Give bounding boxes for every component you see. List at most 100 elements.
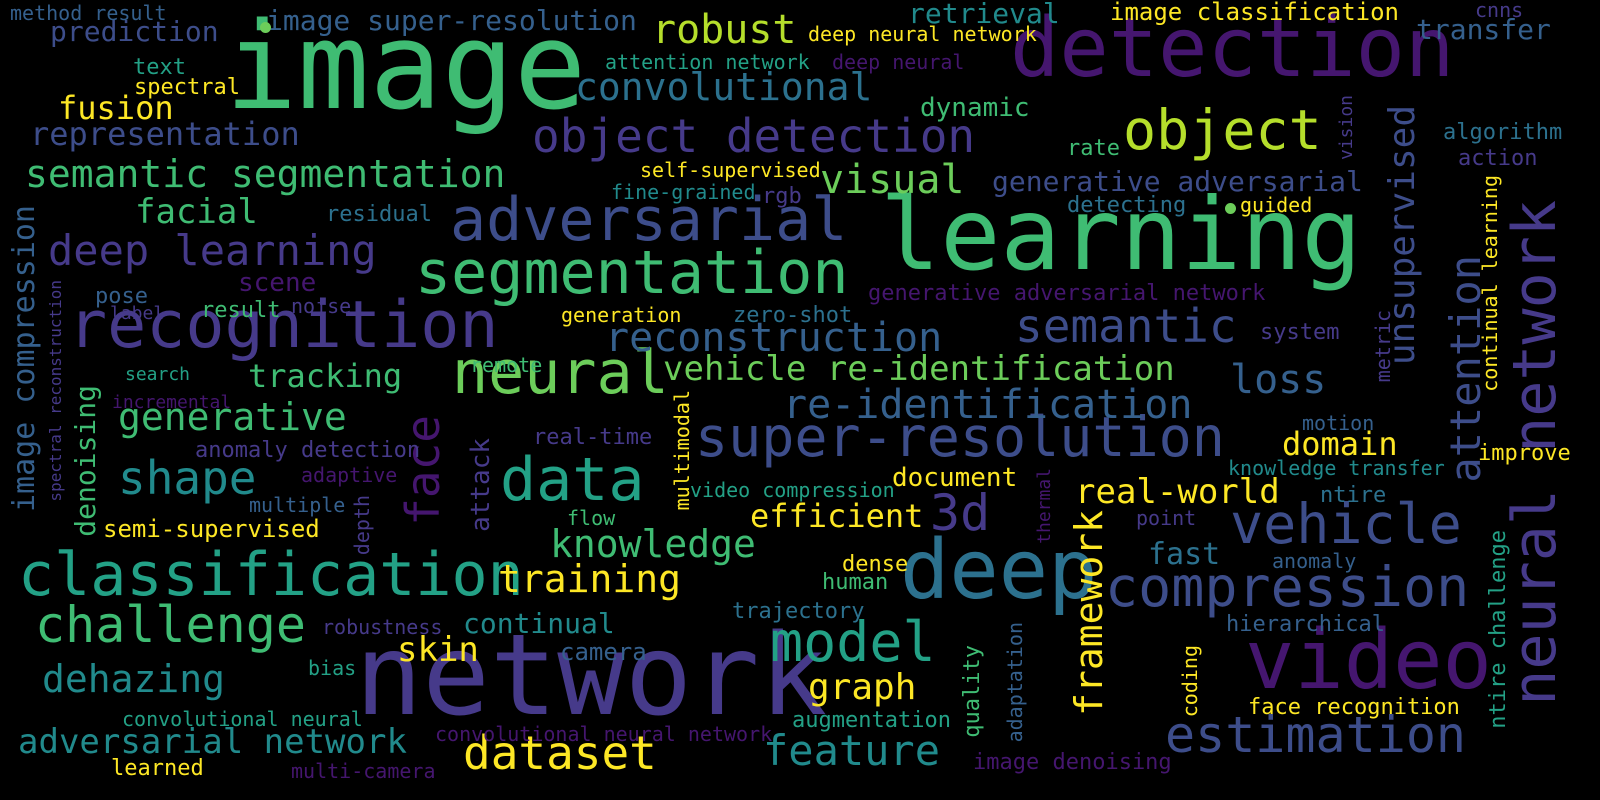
dot-mark [1225, 203, 1236, 214]
word-flow: flow [567, 506, 616, 530]
word-generative-adversarial: generative adversarial [992, 165, 1363, 198]
word-object-detection: object detection [532, 109, 976, 163]
word-adversarial: adversarial [450, 185, 848, 255]
word-algorithm: algorithm [1443, 120, 1563, 145]
word-image: image [225, 0, 587, 137]
word-network: network [355, 611, 828, 741]
word-prediction: prediction [50, 15, 219, 48]
word-video: video [1245, 613, 1492, 708]
word-adaptation: adaptation [1003, 622, 1027, 743]
word-representation: representation [30, 115, 300, 153]
word-real-time: real-time [533, 425, 653, 450]
word-tracking: tracking [248, 357, 403, 395]
word-spectral: spectral [134, 75, 240, 100]
word-guided: guided [1240, 193, 1313, 217]
word-ntire: ntire [1320, 483, 1387, 508]
word-noise: noise [291, 294, 352, 318]
word-improve: improve [1478, 441, 1571, 466]
word-pose: pose [95, 284, 148, 309]
word-convolutional-neural-network: convolutional neural network [435, 722, 773, 746]
word-anomaly: anomaly [1272, 549, 1357, 573]
word-semi-supervised: semi-supervised [103, 515, 320, 543]
word-generative: generative [118, 395, 347, 439]
word-deep-learning: deep learning [48, 226, 377, 275]
word-vehicle: vehicle [1230, 492, 1462, 556]
word-fusion: fusion [58, 89, 174, 127]
word-fine-grained: fine-grained [611, 180, 756, 204]
word-remote: remote [470, 353, 543, 377]
word-continual: continual [463, 607, 615, 640]
word-adaptive: adaptive [301, 463, 398, 487]
word-bias: bias [308, 656, 357, 680]
word-learned: learned [111, 756, 204, 781]
word-graph: graph [808, 667, 917, 708]
word-scene: scene [238, 268, 317, 298]
word-detection: detection [1010, 1, 1455, 96]
word-multimodal: multimodal [670, 390, 694, 511]
word-re-identification: re-identification [783, 382, 1193, 428]
word-system: system [1260, 320, 1340, 345]
word-feature: feature [763, 726, 941, 775]
word-cnns: cnns [1475, 0, 1524, 22]
word-reconstruction: reconstruction [605, 315, 943, 361]
word-fast: fast [1148, 537, 1221, 572]
word-adversarial-network: adversarial network [18, 722, 407, 762]
word-framework: framework [1067, 510, 1111, 716]
word-motion: motion [1302, 411, 1375, 435]
word-attention-network: attention network [605, 50, 810, 74]
dot-mark [260, 22, 271, 33]
word-generative-adversarial-network: generative adversarial network [868, 281, 1266, 306]
word-loss: loss [1230, 357, 1327, 403]
word-real-world: real-world [1075, 472, 1280, 512]
word-facial: facial [135, 192, 258, 232]
word-estimation: estimation [1165, 706, 1467, 764]
word-attack: attack [466, 438, 496, 532]
word-generation: generation [561, 303, 682, 327]
word-continual-learning: continual learning [1478, 175, 1502, 392]
word-knowledge-transfer: knowledge transfer [1228, 456, 1445, 480]
word-learning: learning [880, 176, 1362, 293]
word-rate: rate [1067, 136, 1120, 161]
word-zero-shot: zero-shot [733, 303, 853, 328]
word-vehicle-re-identification: vehicle re-identification [663, 349, 1175, 389]
word-knowledge: knowledge [550, 522, 756, 566]
word-denoising: denoising [69, 385, 102, 537]
word-image-compression: image compression [7, 205, 42, 513]
word-rgb: rgb [762, 184, 802, 209]
word-skin: skin [397, 630, 479, 670]
word-image-super-resolution: image super-resolution [266, 4, 637, 37]
word-trajectory: trajectory [732, 599, 865, 624]
word-thermal: thermal [1034, 468, 1055, 544]
word-compression: compression [1105, 555, 1470, 619]
word-camera: camera [560, 638, 647, 666]
word-coding: coding [1178, 645, 1202, 718]
word-face-recognition: face recognition [1248, 695, 1460, 720]
word-training: training [498, 557, 682, 601]
word-vision: vision [1336, 95, 1357, 161]
word-model: model [770, 610, 936, 674]
word-label: label [110, 303, 165, 324]
word-spectral-reconstruction: spectral reconstruction [46, 280, 65, 502]
word-multi-camera: multi-camera [291, 759, 436, 783]
word-classification: classification [18, 540, 524, 610]
word-dehazing: dehazing [42, 657, 226, 701]
word-semantic: semantic [1015, 299, 1237, 353]
word-convolutional-neural: convolutional neural [122, 707, 363, 731]
word-hierarchical: hierarchical [1226, 612, 1385, 637]
word-method-result: method result [10, 1, 167, 25]
word-shape: shape [118, 451, 257, 505]
word-neural: neural [452, 338, 669, 408]
word-data: data [500, 445, 645, 515]
word-depth: depth [350, 495, 374, 556]
word-challenge: challenge [35, 596, 306, 654]
word-quality: quality [960, 645, 985, 738]
word-efficient: efficient [750, 497, 924, 535]
word-incremental: incremental [112, 392, 232, 413]
word-robust: robust [652, 7, 797, 53]
word-ntire-challenge: ntire challenge [1486, 530, 1511, 729]
word-residual: residual [326, 202, 432, 227]
word-segmentation: segmentation [415, 238, 849, 308]
word-super-resolution: super-resolution [695, 405, 1225, 469]
word-detecting: detecting [1067, 193, 1187, 218]
word-video-compression: video compression [690, 478, 895, 502]
